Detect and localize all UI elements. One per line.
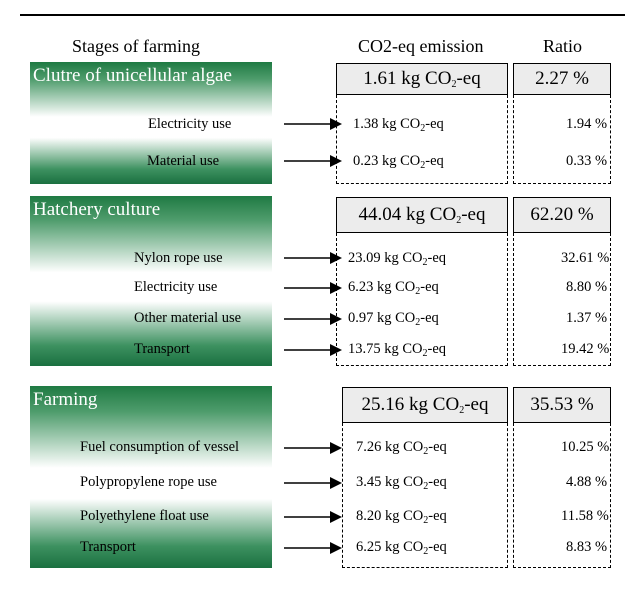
detail-ratio-box [513, 233, 611, 366]
item-emission: 13.75 kg CO2-eq [348, 341, 447, 359]
item-emission: 23.09 kg CO2-eq [348, 250, 447, 268]
item-ratio: 1.37 % [566, 310, 608, 326]
header-stages: Stages of farming [72, 36, 200, 56]
item-label: Nylon rope use [134, 250, 223, 266]
arrow-icon [284, 477, 342, 489]
section-farming: Farming Fuel consumption of vessel Polyp… [30, 386, 618, 570]
arrow-icon [284, 118, 342, 130]
item-label: Other material use [134, 310, 242, 326]
item-emission: 8.20 kg CO2-eq [356, 508, 447, 526]
item-emission: 0.97 kg CO2-eq [348, 310, 439, 328]
item-label: Transport [134, 341, 190, 357]
item-ratio: 0.33 % [566, 153, 608, 169]
arrow-icon [284, 313, 342, 325]
item-label: Material use [147, 153, 220, 169]
item-ratio: 4.88 % [566, 474, 608, 490]
item-label: Polypropylene rope use [80, 474, 217, 490]
item-emission: 6.23 kg CO2-eq [348, 279, 439, 297]
detail-emission-box [336, 233, 508, 366]
item-ratio: 19.42 % [561, 341, 610, 357]
item-ratio: 32.61 % [561, 250, 610, 266]
item-emission: 3.45 kg CO2-eq [356, 474, 447, 492]
item-label: Polyethylene float use [80, 508, 209, 524]
total-emission-box: 1.61 kg CO2-eq [336, 63, 508, 95]
stage-panel: Clutre of unicellular algae Electricity … [30, 62, 272, 184]
stage-title: Clutre of unicellular algae [33, 65, 232, 86]
item-ratio: 10.25 % [561, 439, 610, 455]
stage-panel: Farming Fuel consumption of vessel Polyp… [30, 386, 272, 568]
stage-title: Hatchery culture [33, 199, 161, 220]
header-ratio: Ratio [543, 36, 582, 56]
item-label: Transport [80, 539, 136, 555]
item-ratio: 8.83 % [566, 539, 608, 555]
arrow-icon [284, 442, 342, 454]
detail-ratio-box [513, 423, 611, 568]
item-ratio: 11.58 % [561, 508, 609, 524]
top-rule [20, 14, 625, 16]
detail-ratio-box [513, 95, 611, 184]
detail-emission-box [342, 423, 508, 568]
arrow-icon [284, 344, 342, 356]
total-emission-box: 25.16 kg CO2-eq [342, 387, 508, 423]
arrow-icon [284, 252, 342, 264]
item-emission: 1.38 kg CO2-eq [353, 116, 444, 134]
arrow-icon [284, 511, 342, 523]
stage-panel: Hatchery culture Nylon rope use Electric… [30, 196, 272, 366]
item-label: Electricity use [134, 279, 218, 295]
item-ratio: 8.80 % [566, 279, 608, 295]
item-emission: 0.23 kg CO2-eq [353, 153, 444, 171]
item-emission: 6.25 kg CO2-eq [356, 539, 447, 557]
detail-emission-box [336, 95, 508, 184]
total-ratio-box: 2.27 % [513, 63, 611, 95]
item-label: Fuel consumption of vessel [80, 439, 240, 455]
total-ratio-box: 35.53 % [513, 387, 611, 423]
item-emission: 7.26 kg CO2-eq [356, 439, 447, 457]
section-hatchery: Hatchery culture Nylon rope use Electric… [30, 196, 618, 368]
total-emission-box: 44.04 kg CO2-eq [336, 197, 508, 233]
arrow-icon [284, 542, 342, 554]
section-algae: Clutre of unicellular algae Electricity … [30, 62, 618, 186]
item-ratio: 1.94 % [566, 116, 608, 132]
total-ratio-box: 62.20 % [513, 197, 611, 233]
arrow-icon [284, 155, 342, 167]
arrow-icon [284, 282, 342, 294]
stage-title: Farming [33, 389, 98, 410]
header-emission: CO2-eq emission [358, 36, 484, 56]
item-label: Electricity use [148, 116, 232, 132]
